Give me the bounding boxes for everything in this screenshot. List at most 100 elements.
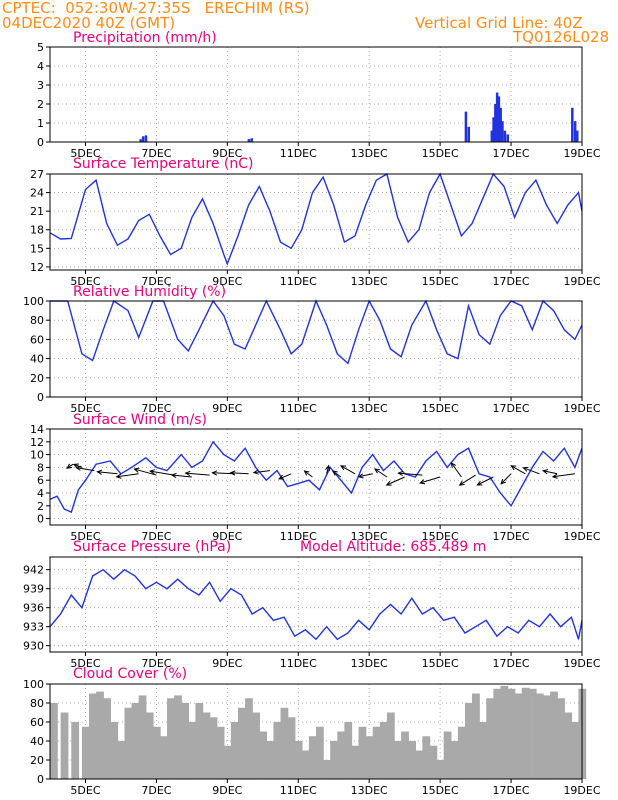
y-tick-label: 80: [30, 314, 44, 327]
y-tick-label: 100: [23, 295, 44, 308]
cloud-bar: [159, 736, 168, 779]
y-tick-label: 40: [30, 735, 44, 748]
y-tick-label: 6: [37, 474, 44, 487]
y-tick-label: 24: [30, 187, 44, 200]
precip-bar: [497, 96, 501, 142]
model-code: TQ0126L028: [513, 28, 610, 46]
cloud-bar: [337, 731, 346, 779]
x-tick-label: 5DEC: [70, 402, 100, 415]
y-tick-label: 27: [30, 168, 44, 181]
y-tick-label: 60: [30, 333, 44, 346]
y-tick-label: 5: [37, 41, 44, 54]
wind-arrow-head: [397, 470, 404, 477]
wind-arrow-head: [211, 470, 218, 476]
wind-arrow: [459, 474, 476, 486]
x-tick-label: 15DEC: [422, 530, 459, 543]
y-tick-label: 4: [37, 487, 44, 500]
y-tick-label: 18: [30, 224, 44, 237]
y-tick-label: 942: [23, 564, 44, 577]
precip-bar: [464, 111, 468, 142]
panel-title: Precipitation (mm/h): [73, 30, 217, 46]
cloud-bar: [422, 736, 431, 779]
cloud-bar: [479, 722, 487, 779]
wind-arrow-head: [75, 465, 82, 471]
cloud-bar: [124, 707, 133, 779]
run-date: 04DEC2020 40Z (GMT): [2, 14, 176, 32]
wind-arrow: [116, 473, 139, 478]
panel-frame: [49, 428, 583, 526]
y-tick-label: 2: [37, 98, 44, 111]
x-tick-label: 17DEC: [493, 275, 530, 288]
wind-arrow: [278, 473, 292, 480]
grid-note: Vertical Grid Line: 40Z: [415, 14, 583, 32]
wind-arrow-head: [551, 473, 558, 479]
x-tick-label: 15DEC: [422, 784, 459, 797]
x-tick-label: 11DEC: [280, 275, 317, 288]
wind-arrow-head: [340, 465, 347, 471]
wind-arrow-head: [303, 470, 310, 476]
cloud-bar: [230, 722, 239, 779]
wind-arrow-head: [72, 463, 79, 469]
wind-arrow-head: [170, 472, 177, 479]
wind-arrow-head: [357, 473, 364, 479]
y-tick-label: 12: [30, 261, 44, 274]
wind-arrow: [150, 470, 175, 476]
wind-arrow: [374, 468, 388, 478]
x-tick-label: 13DEC: [351, 657, 388, 670]
precip-bar: [144, 135, 148, 142]
panel-title: Relative Humidity (%): [73, 284, 226, 300]
wind-arrow: [332, 470, 342, 478]
cloud-bar: [372, 726, 381, 779]
precip-bar: [250, 138, 253, 142]
cloud-bar: [145, 712, 154, 779]
precip-bar: [494, 104, 497, 142]
precip-bar: [576, 130, 579, 142]
x-tick-label: 7DEC: [141, 147, 171, 160]
x-tick-label: 5DEC: [70, 784, 100, 797]
y-tick-label: 3: [37, 79, 44, 92]
y-tick-label: 0: [37, 391, 44, 404]
cloud-bar: [287, 717, 296, 779]
cloud-bar: [571, 722, 580, 779]
cloud-bar: [252, 712, 260, 779]
x-tick-label: 17DEC: [493, 657, 530, 670]
cloud-bar: [60, 712, 69, 779]
panel-frame: [49, 556, 583, 653]
wind-arrow: [386, 476, 405, 486]
x-tick-label: 9DEC: [212, 402, 242, 415]
panel-title: Surface Wind (m/s): [73, 412, 207, 428]
y-tick-label: 0: [37, 513, 44, 526]
cloud-bar: [103, 698, 111, 779]
cloud-bar: [358, 726, 367, 779]
wind-arrow: [230, 472, 249, 475]
x-tick-label: 15DEC: [422, 275, 459, 288]
y-tick-label: 8: [37, 461, 44, 474]
y-tick-label: 936: [23, 602, 44, 615]
wind-arrow: [212, 472, 235, 475]
x-tick-label: 13DEC: [351, 784, 388, 797]
series-line: [49, 568, 583, 641]
panel-title: Surface Pressure (hPa): [73, 539, 231, 555]
cloud-bar: [131, 703, 140, 779]
y-tick-label: 21: [30, 205, 44, 218]
cloud-bar: [450, 741, 459, 779]
cloud-bar: [379, 722, 388, 779]
y-tick-label: 1: [37, 117, 44, 130]
cloud-bar: [181, 703, 190, 779]
wind-arrow: [511, 465, 526, 475]
wind-arrow: [171, 474, 192, 478]
cloud-bar: [493, 688, 502, 779]
wind-arrow-head: [476, 480, 483, 486]
y-tick-label: 939: [23, 583, 44, 596]
y-tick-label: 0: [37, 773, 44, 786]
wind-arrow-head: [500, 478, 506, 485]
x-tick-label: 7DEC: [141, 784, 171, 797]
x-tick-label: 5DEC: [70, 147, 100, 160]
cloud-bar: [294, 741, 303, 779]
precip-bar: [467, 126, 471, 142]
cloud-bar: [167, 698, 175, 779]
cloud-bar: [401, 731, 409, 779]
wind-arrow: [543, 470, 558, 475]
y-tick-label: 20: [30, 754, 44, 767]
cloud-bar: [323, 760, 331, 779]
